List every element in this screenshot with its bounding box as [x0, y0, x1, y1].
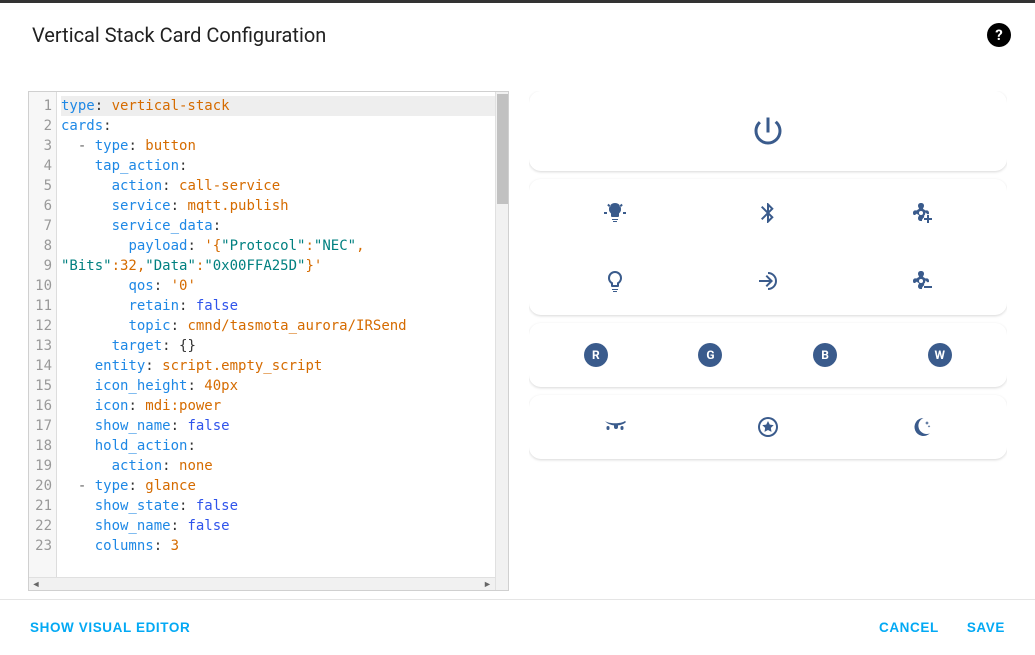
scroll-left-icon[interactable]: ◄	[29, 578, 43, 591]
dialog-title: Vertical Stack Card Configuration	[32, 23, 326, 47]
rgbw-card: R G B W	[529, 323, 1008, 387]
glance-card-1	[529, 179, 1008, 315]
cancel-button[interactable]: Cancel	[871, 614, 947, 641]
dialog-content: 1234567891011121314151617181920212223 ty…	[0, 59, 1035, 599]
badge-b[interactable]: B	[813, 343, 837, 367]
yaml-editor[interactable]: 1234567891011121314151617181920212223 ty…	[28, 91, 509, 591]
fan-minus-icon[interactable]	[909, 269, 933, 293]
horizontal-scrollbar[interactable]: ◄ ►	[29, 577, 495, 590]
dialog-header: Vertical Stack Card Configuration ?	[0, 3, 1035, 59]
string-lights-icon[interactable]	[603, 415, 627, 439]
vertical-scrollbar[interactable]	[495, 92, 508, 590]
fan-plus-icon[interactable]	[909, 201, 933, 225]
power-icon[interactable]	[750, 113, 786, 149]
vertical-scroll-thumb[interactable]	[497, 94, 508, 204]
badge-r[interactable]: R	[584, 343, 608, 367]
show-visual-editor-button[interactable]: Show Visual Editor	[22, 614, 198, 641]
lightbulb-outline-icon[interactable]	[603, 269, 627, 293]
star-circle-icon[interactable]	[756, 415, 780, 439]
bluetooth-icon[interactable]	[756, 201, 780, 225]
editor-code[interactable]: type: vertical-stackcards: - type: butto…	[57, 92, 508, 590]
badge-w[interactable]: W	[928, 343, 952, 367]
dialog-footer: Show Visual Editor Cancel Save	[0, 599, 1035, 655]
editor-gutter: 1234567891011121314151617181920212223	[29, 92, 57, 590]
power-card	[529, 91, 1008, 171]
help-icon[interactable]: ?	[987, 23, 1011, 47]
night-icon[interactable]	[909, 415, 933, 439]
save-button[interactable]: Save	[959, 614, 1013, 641]
lightbulb-on-icon[interactable]	[603, 201, 627, 225]
login-icon[interactable]	[756, 269, 780, 293]
badge-g[interactable]: G	[698, 343, 722, 367]
scene-card	[529, 395, 1008, 459]
card-preview: R G B W	[529, 91, 1008, 591]
scroll-right-icon[interactable]: ►	[481, 578, 495, 591]
card-config-dialog: Vertical Stack Card Configuration ? 1234…	[0, 0, 1035, 655]
